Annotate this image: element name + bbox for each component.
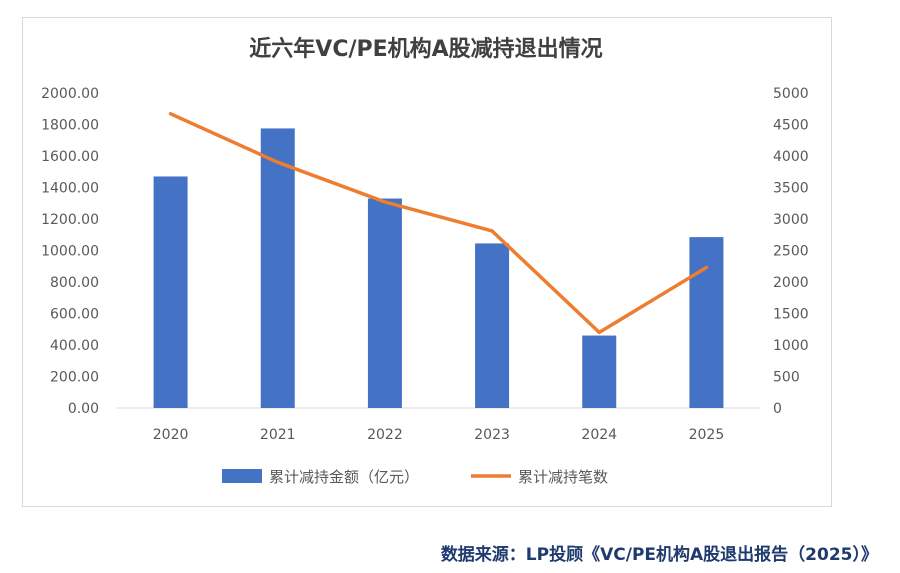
bar — [367, 198, 402, 408]
y-left-tick-label: 0.00 — [68, 401, 99, 417]
bar — [153, 176, 188, 408]
legend-label-line: 累计减持笔数 — [518, 468, 608, 486]
y-right-tick-label: 4000 — [773, 149, 809, 165]
y-right-tick-label: 500 — [773, 370, 800, 386]
y-right-tick-label: 3500 — [773, 181, 809, 197]
line-series — [168, 112, 709, 335]
y-right-tick-label: 2000 — [773, 275, 809, 291]
y-left-tick-label: 1400.00 — [41, 181, 99, 197]
x-tick-label: 2021 — [260, 427, 296, 443]
y-right-tick-label: 2500 — [773, 244, 809, 260]
y-right-tick-label: 4500 — [773, 118, 809, 134]
source-note: 数据来源：LP投顾《VC/PE机构A股退出报告（2025）》 — [440, 545, 878, 565]
chart-title: 近六年VC/PE机构A股减持退出情况 — [249, 36, 602, 62]
x-tick-label: 2024 — [581, 427, 617, 443]
bar — [689, 237, 724, 408]
legend: 累计减持金额（亿元） 累计减持笔数 — [222, 468, 608, 486]
bar — [582, 335, 617, 408]
legend-label-bar: 累计减持金额（亿元） — [269, 468, 419, 486]
x-tick-label: 2020 — [153, 427, 189, 443]
bar — [475, 243, 510, 408]
y-right-tick-label: 5000 — [773, 86, 809, 102]
y-left-tick-label: 400.00 — [50, 338, 99, 354]
y-left-tick-label: 1600.00 — [41, 149, 99, 165]
y-right-tick-label: 1000 — [773, 338, 809, 354]
y-right-tick-label: 1500 — [773, 307, 809, 323]
x-tick-label: 2022 — [367, 427, 403, 443]
legend-swatch-bar — [222, 469, 262, 483]
plot-area: 0.00 200.00 400.00 600.00 800.00 1000.00 1200.… — [41, 86, 809, 443]
y-left-tick-label: 1800.00 — [41, 118, 99, 134]
y-left-tick-label: 1200.00 — [41, 212, 99, 228]
x-tick-label: 2023 — [474, 427, 510, 443]
y-left-tick-label: 600.00 — [50, 307, 99, 323]
y-right-tick-label: 0 — [773, 401, 782, 417]
bar — [260, 128, 295, 408]
y-right-tick-label: 3000 — [773, 212, 809, 228]
x-tick-label: 2025 — [689, 427, 725, 443]
y-left-tick-label: 200.00 — [50, 370, 99, 386]
y-left-tick-label: 1000.00 — [41, 244, 99, 260]
y-left-tick-label: 2000.00 — [41, 86, 99, 102]
y-left-tick-label: 800.00 — [50, 275, 99, 291]
